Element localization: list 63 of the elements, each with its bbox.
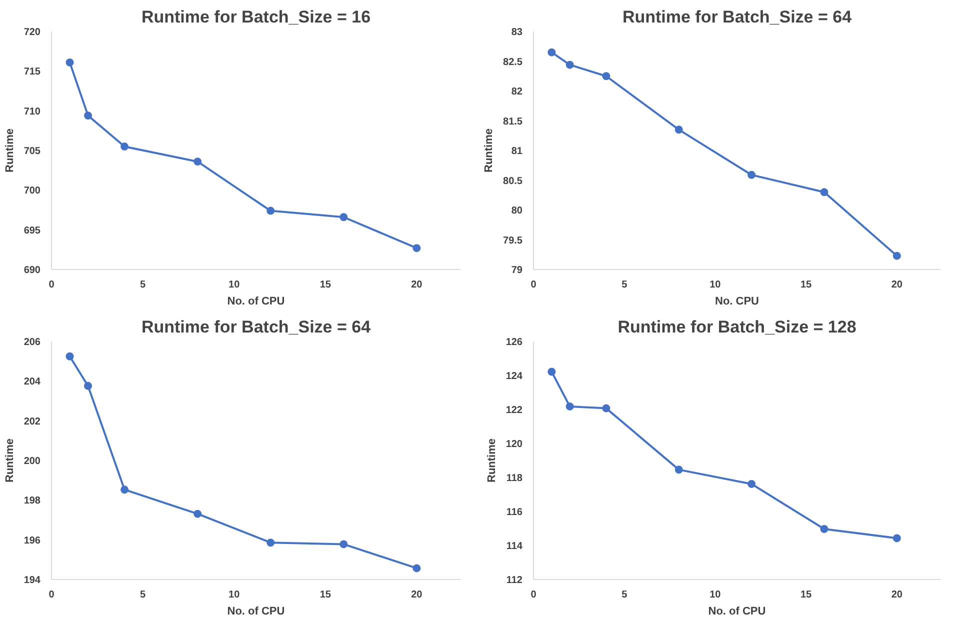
y-tick-label: 122 (506, 405, 523, 416)
y-tick-label: 79.5 (503, 235, 523, 246)
x-axis-title: No. of CPU (227, 606, 285, 618)
x-tick-label: 15 (320, 590, 332, 600)
x-tick-label: 10 (710, 280, 722, 290)
y-axis-title: Runtime (483, 128, 496, 172)
x-tick-label: 0 (530, 280, 537, 290)
x-tick-label: 20 (891, 280, 903, 290)
y-tick-label: 79 (511, 265, 523, 276)
x-axis-title: No. of CPU (227, 296, 285, 308)
y-axis-title: Runtime (4, 438, 16, 482)
y-tick-label: 120 (506, 439, 523, 450)
y-tick-label: 690 (24, 265, 41, 276)
y-tick-label: 82 (511, 86, 523, 98)
x-tick-label: 20 (411, 590, 423, 600)
chart-title: Runtime for Batch_Size = 16 (141, 8, 371, 26)
x-tick-label: 15 (800, 590, 812, 600)
y-tick-label: 720 (24, 27, 41, 38)
y-tick-label: 112 (506, 575, 523, 586)
y-tick-label: 200 (24, 456, 41, 467)
y-tick-label: 206 (24, 337, 41, 348)
chart-title: Runtime for Batch_Size = 128 (618, 318, 856, 336)
x-tick-label: 10 (228, 590, 240, 600)
x-tick-label: 5 (622, 590, 628, 600)
y-tick-label: 695 (24, 225, 41, 236)
x-tick-label: 0 (530, 590, 537, 600)
y-tick-label: 82.5 (503, 56, 523, 68)
x-axis-title: No. CPU (715, 296, 760, 308)
y-tick-label: 81 (511, 146, 523, 157)
y-tick-label: 715 (24, 66, 41, 78)
y-tick-label: 196 (24, 535, 41, 546)
y-tick-label: 114 (506, 541, 523, 552)
y-tick-label: 83 (511, 27, 523, 38)
y-tick-label: 118 (506, 473, 523, 484)
y-tick-label: 116 (506, 507, 523, 518)
x-tick-label: 5 (140, 590, 146, 600)
x-tick-label: 10 (710, 590, 722, 600)
y-tick-label: 124 (506, 371, 523, 382)
y-tick-label: 700 (24, 186, 41, 197)
x-tick-label: 0 (48, 590, 55, 600)
y-axis-title: Runtime (486, 438, 498, 482)
y-tick-label: 710 (24, 106, 41, 118)
x-tick-label: 5 (140, 280, 146, 290)
x-tick-label: 15 (800, 280, 812, 290)
y-axis-title: Runtime (4, 128, 16, 172)
x-tick-label: 5 (622, 280, 628, 290)
x-tick-label: 15 (320, 280, 332, 290)
y-tick-label: 80 (511, 206, 523, 216)
y-tick-label: 126 (506, 337, 523, 348)
chart-title: Runtime for Batch_Size = 64 (622, 8, 852, 26)
x-tick-label: 20 (891, 590, 903, 600)
y-tick-label: 80.5 (503, 176, 523, 187)
y-tick-label: 204 (24, 376, 41, 388)
y-tick-label: 198 (24, 496, 41, 507)
x-tick-label: 0 (48, 280, 55, 290)
y-tick-label: 81.5 (503, 116, 523, 128)
y-tick-label: 202 (24, 416, 41, 428)
x-tick-label: 20 (411, 280, 423, 290)
chart-title: Runtime for Batch_Size = 64 (141, 318, 372, 336)
x-tick-label: 10 (228, 280, 240, 290)
y-tick-label: 705 (24, 146, 41, 157)
x-axis-title: No. of CPU (708, 606, 766, 618)
y-tick-label: 194 (24, 575, 41, 586)
